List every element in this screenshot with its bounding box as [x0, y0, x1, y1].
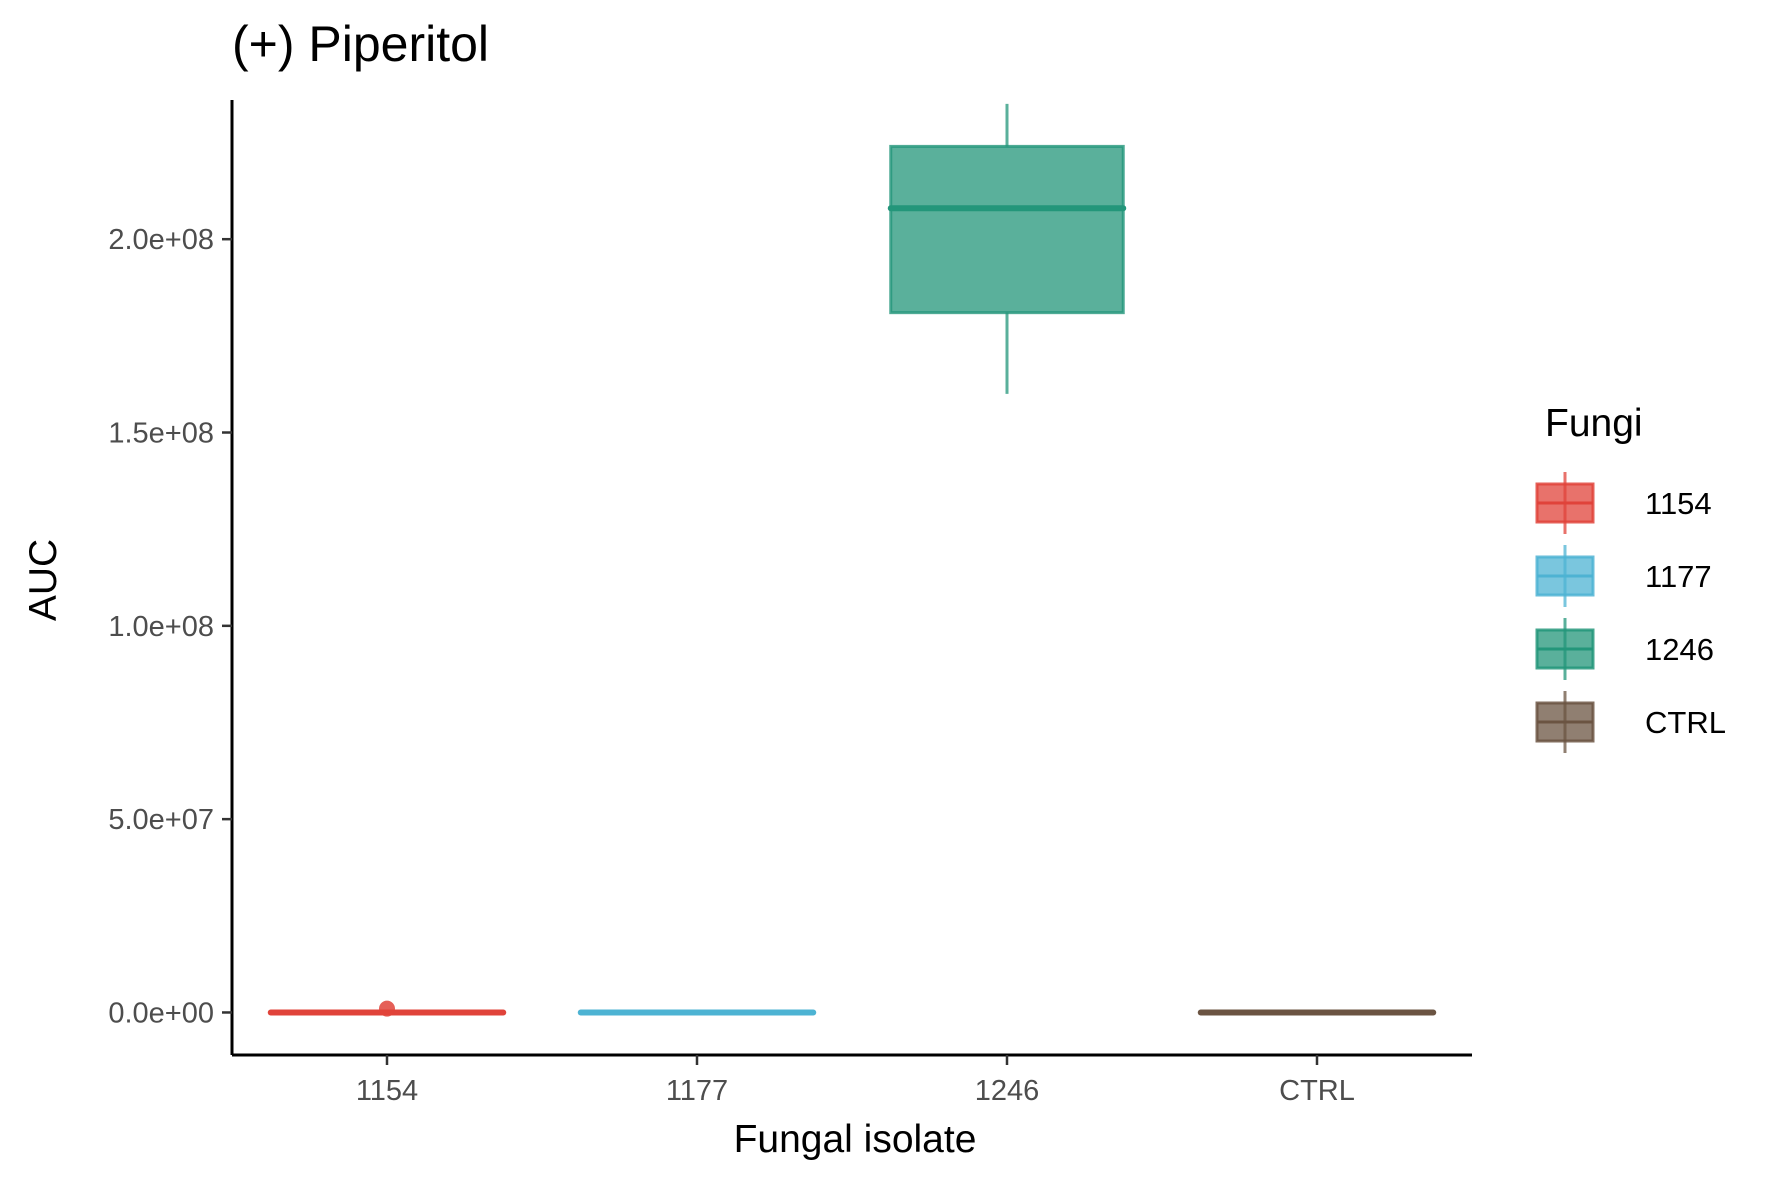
y-tick-label: 1.0e+08 — [108, 611, 214, 643]
y-tick-label: 1.5e+08 — [108, 418, 214, 450]
legend-label: 1246 — [1645, 632, 1714, 667]
legend-label: 1177 — [1645, 559, 1712, 594]
x-axis-title: Fungal isolate — [734, 1118, 977, 1161]
x-tick-label: 1154 — [356, 1075, 418, 1107]
legend-item-1246: 1246 — [1535, 618, 1714, 680]
plot-area: 0.0e+00 5.0e+07 1.0e+08 1.5e+08 2.0e+08 1154 1… — [108, 100, 1472, 1107]
y-tick-label: 0.0e+00 — [108, 997, 214, 1029]
legend-item-1154: 1154 — [1535, 472, 1712, 534]
legend-item-CTRL: CTRL — [1535, 691, 1726, 753]
legend-label: CTRL — [1645, 705, 1726, 740]
legend-label: 1154 — [1645, 486, 1712, 521]
box-1246 — [887, 103, 1127, 394]
box-CTRL — [1197, 1009, 1437, 1016]
box-1154 — [267, 1000, 507, 1017]
box-1177 — [577, 1009, 817, 1016]
legend: 1154 1177 1246 CTRL — [1535, 472, 1726, 753]
box-body — [889, 144, 1125, 315]
outlier-point — [379, 1000, 395, 1017]
x-tick-label: CTRL — [1279, 1075, 1355, 1107]
x-tick-label: 1177 — [666, 1075, 728, 1107]
legend-item-1177: 1177 — [1535, 545, 1712, 607]
chart-title: (+) Piperitol — [232, 16, 489, 72]
x-tick-label: 1246 — [975, 1075, 1040, 1107]
y-tick-label: 5.0e+07 — [108, 804, 214, 836]
legend-title: Fungi — [1545, 402, 1643, 445]
y-axis-title: AUC — [22, 539, 65, 621]
y-tick-label: 2.0e+08 — [108, 224, 214, 256]
